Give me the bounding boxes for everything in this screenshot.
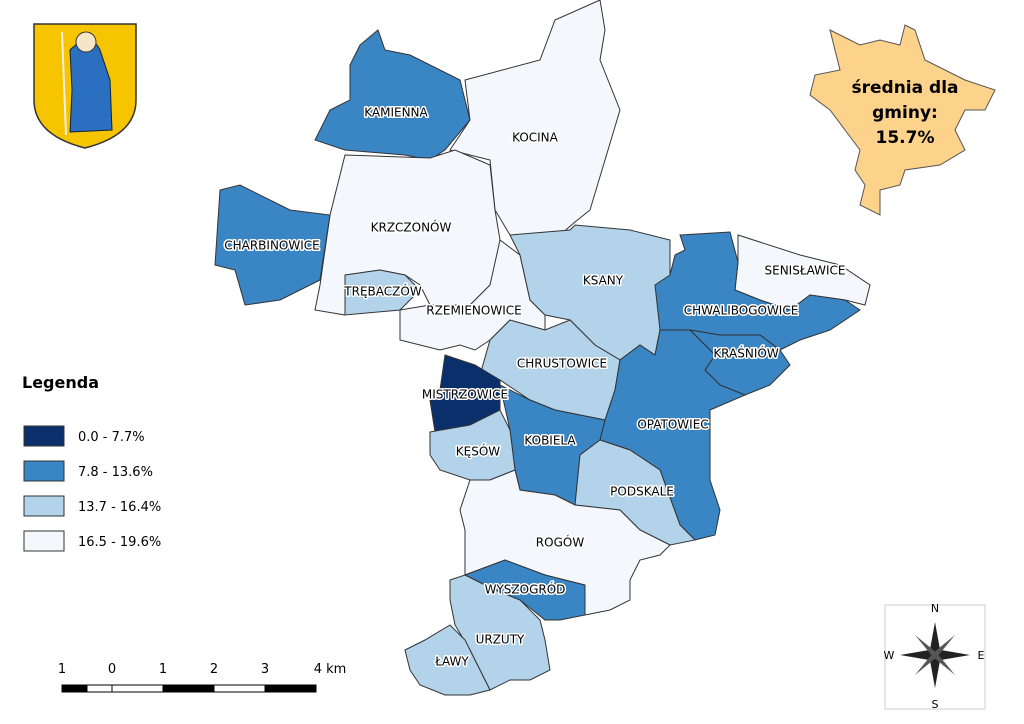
- region-label: PODSKALE: [610, 485, 674, 499]
- region-label: KĘSÓW: [456, 444, 501, 459]
- scale-label: 2: [210, 662, 218, 677]
- region-label: TRĘBACZÓW: [343, 284, 422, 299]
- region-label: ŁAWY: [434, 655, 469, 669]
- region-label: CHWALIBOGOWICE: [684, 304, 799, 318]
- scale-label: 4 km: [314, 662, 347, 677]
- legend-swatch: [23, 530, 65, 552]
- legend-label: 7.8 - 13.6%: [78, 465, 153, 480]
- scale-segment: [61, 684, 88, 693]
- region-label: URZUTY: [476, 633, 525, 647]
- scale-segment: [213, 684, 266, 693]
- scale-bar: 1 0 1 2 3 4 km: [58, 662, 347, 693]
- region-label: CHARBINOWICE: [224, 239, 320, 253]
- region-label: MISTRZOWICE: [422, 388, 508, 402]
- region-label: RZEMIENOWICE: [426, 304, 521, 318]
- scale-segment: [86, 684, 113, 693]
- compass: N W E S: [884, 602, 986, 711]
- summary-line: 15.7%: [876, 128, 935, 148]
- legend-title: Legenda: [22, 373, 99, 392]
- region-label: KOCINA: [512, 131, 559, 145]
- region-label: ROGÓW: [536, 535, 585, 550]
- summary-line: gminy:: [872, 103, 938, 123]
- scale-segment: [111, 684, 164, 693]
- legend-swatch: [23, 495, 65, 517]
- summary-line: średnia dla: [852, 78, 959, 98]
- scale-label: 0: [108, 662, 116, 677]
- regions: [214, 0, 871, 696]
- region-label: KRAŚNIÓW: [713, 346, 779, 361]
- region-label: SENISŁAWICE: [765, 264, 846, 278]
- legend-label: 0.0 - 7.7%: [78, 430, 145, 445]
- region: [314, 29, 471, 161]
- region: [404, 624, 491, 696]
- scale-segment: [162, 684, 215, 693]
- scale-label: 3: [261, 662, 269, 677]
- legend: 0.0 - 7.7% 7.8 - 13.6% 13.7 - 16.4% 16.5 - …: [23, 425, 161, 552]
- legend-swatch: [23, 460, 65, 482]
- scale-segment: [264, 684, 317, 693]
- compass-label: E: [978, 649, 985, 662]
- coat-of-arms: [33, 23, 137, 149]
- region-label: KSANY: [583, 274, 624, 288]
- legend-label: 16.5 - 19.6%: [78, 535, 161, 550]
- compass-label: W: [884, 649, 895, 662]
- compass-label: S: [932, 698, 939, 711]
- region-label: CHRUSTOWICE: [517, 357, 607, 371]
- legend-label: 13.7 - 16.4%: [78, 500, 161, 515]
- region-label: OPATOWIEC: [637, 418, 708, 432]
- region-label: KRZCZONÓW: [371, 220, 452, 235]
- region-label: WYSZOGRÓD: [485, 582, 566, 597]
- region: [344, 269, 421, 316]
- region: [214, 184, 331, 306]
- compass-label: N: [931, 602, 939, 615]
- region: [449, 574, 551, 691]
- region-label: KOBIELA: [524, 434, 576, 448]
- legend-swatch: [23, 425, 65, 447]
- region-label: KAMIENNA: [364, 106, 428, 120]
- scale-label: 1: [58, 662, 66, 677]
- scale-label: 1: [159, 662, 167, 677]
- region: [449, 0, 621, 236]
- summary-shape: [809, 24, 996, 216]
- region: [654, 231, 861, 351]
